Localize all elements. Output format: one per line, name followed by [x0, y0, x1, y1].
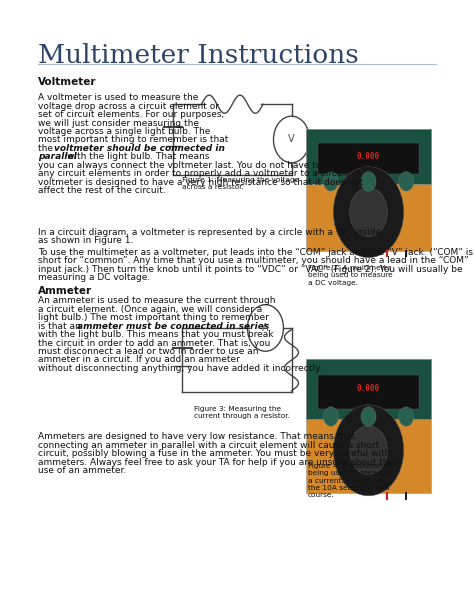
Text: must disconnect a lead or two in order to use an: must disconnect a lead or two in order t…	[38, 347, 258, 356]
Circle shape	[323, 172, 338, 191]
Text: without disconnecting anything, you have added it incorrectly.: without disconnecting anything, you have…	[38, 364, 322, 373]
Circle shape	[333, 405, 404, 496]
Text: input jack.) Then turn the knob until it points to “VDC” or “VAC” (Figure 2). Yo: input jack.) Then turn the knob until it…	[38, 265, 463, 274]
Text: Multimeter Instructions: Multimeter Instructions	[38, 43, 359, 68]
Text: Ammeter: Ammeter	[38, 286, 92, 296]
FancyBboxPatch shape	[306, 359, 431, 493]
Text: across a resistor.: across a resistor.	[182, 184, 245, 190]
Text: circuit, possibly blowing a fuse in the ammeter. You must be very careful with: circuit, possibly blowing a fuse in the …	[38, 449, 391, 458]
Text: short for “common”. Any time that you use a multimeter, you should have a lead i: short for “common”. Any time that you us…	[38, 256, 468, 265]
Text: course.: course.	[308, 492, 335, 498]
Text: Figure 4: A multimeter: Figure 4: A multimeter	[308, 463, 391, 469]
Text: any circuit elements in order to properly add a voltmeter to a circuit. A: any circuit elements in order to properl…	[38, 169, 361, 178]
Circle shape	[350, 188, 387, 237]
Text: is that an: is that an	[38, 322, 83, 330]
Circle shape	[333, 167, 404, 257]
Text: ammeter in a circuit. If you add an ammeter: ammeter in a circuit. If you add an amme…	[38, 356, 240, 365]
Text: with the light bulb. That means: with the light bulb. That means	[67, 153, 210, 161]
Circle shape	[361, 172, 376, 191]
Text: the: the	[38, 144, 56, 153]
Text: light bulb.) The most important thing to remember: light bulb.) The most important thing to…	[38, 313, 269, 322]
Text: Figure 3: Measuring the: Figure 3: Measuring the	[194, 406, 282, 412]
Text: Figure 1: Measuring the voltage: Figure 1: Measuring the voltage	[182, 177, 300, 183]
Text: being used to measure: being used to measure	[308, 470, 393, 476]
FancyBboxPatch shape	[306, 129, 431, 251]
Text: voltage across a single light bulb. The: voltage across a single light bulb. The	[38, 127, 210, 136]
Circle shape	[350, 426, 387, 474]
FancyBboxPatch shape	[319, 375, 419, 408]
Text: ammeters. Always feel free to ask your TA for help if you are unsure about the: ammeters. Always feel free to ask your T…	[38, 457, 394, 466]
Text: a DC voltage.: a DC voltage.	[308, 280, 358, 286]
Text: Figure 2: A multimeter: Figure 2: A multimeter	[308, 265, 391, 271]
Text: most important thing to remember is that: most important thing to remember is that	[38, 135, 228, 145]
Text: In a circuit diagram, a voltmeter is represented by a circle with a “V” inside: In a circuit diagram, a voltmeter is rep…	[38, 228, 381, 237]
Text: A voltmeter is used to measure the: A voltmeter is used to measure the	[38, 93, 198, 102]
Text: a current. Always use: a current. Always use	[308, 478, 387, 484]
Circle shape	[399, 407, 414, 427]
Text: voltmeter should be connected in: voltmeter should be connected in	[54, 144, 224, 153]
Text: ammeter must be connected in series: ammeter must be connected in series	[77, 322, 269, 330]
Text: we will just consider measuring the: we will just consider measuring the	[38, 118, 199, 128]
Text: 0.000: 0.000	[357, 152, 380, 161]
FancyBboxPatch shape	[319, 143, 419, 174]
Circle shape	[361, 407, 376, 427]
Text: affect the rest of the circuit.: affect the rest of the circuit.	[38, 186, 166, 195]
Text: with the light bulb. This means that you must break: with the light bulb. This means that you…	[38, 330, 273, 339]
Text: the circuit in order to add an ammeter. That is, you: the circuit in order to add an ammeter. …	[38, 338, 270, 348]
Text: 0.000: 0.000	[357, 384, 380, 394]
Text: To use the multimeter as a voltmeter, put leads into the “COM” jack and the “V” : To use the multimeter as a voltmeter, pu…	[38, 248, 473, 257]
Text: set of circuit elements. For our purposes,: set of circuit elements. For our purpose…	[38, 110, 224, 119]
Text: you can always connect the voltmeter last. You do not have to disconnect: you can always connect the voltmeter las…	[38, 161, 374, 170]
Text: current through a resistor.: current through a resistor.	[194, 413, 291, 419]
FancyBboxPatch shape	[306, 129, 431, 184]
Text: use of an ammeter.: use of an ammeter.	[38, 466, 126, 475]
Text: Ammeters are designed to have very low resistance. That means that: Ammeters are designed to have very low r…	[38, 432, 355, 441]
Text: A: A	[262, 323, 269, 333]
Text: being used to measure: being used to measure	[308, 272, 393, 278]
Circle shape	[323, 407, 338, 427]
Text: the 10A setting in this: the 10A setting in this	[308, 485, 390, 491]
FancyBboxPatch shape	[306, 359, 431, 419]
Text: V: V	[288, 134, 295, 145]
Text: voltmeter is designed to have a very high resistance so that it does not: voltmeter is designed to have a very hig…	[38, 178, 363, 187]
Text: connecting an ammeter in parallel with a circuit element will cause a short: connecting an ammeter in parallel with a…	[38, 441, 379, 449]
Circle shape	[399, 172, 414, 191]
Text: An ammeter is used to measure the current through: An ammeter is used to measure the curren…	[38, 296, 275, 305]
Text: measuring a DC voltage.: measuring a DC voltage.	[38, 273, 150, 283]
Text: as shown in Figure 1.: as shown in Figure 1.	[38, 237, 133, 245]
Text: voltage drop across a circuit element or: voltage drop across a circuit element or	[38, 102, 219, 110]
Text: a circuit element. (Once again, we will consider a: a circuit element. (Once again, we will …	[38, 305, 262, 314]
Text: Voltmeter: Voltmeter	[38, 77, 96, 86]
Text: parallel: parallel	[38, 153, 77, 161]
